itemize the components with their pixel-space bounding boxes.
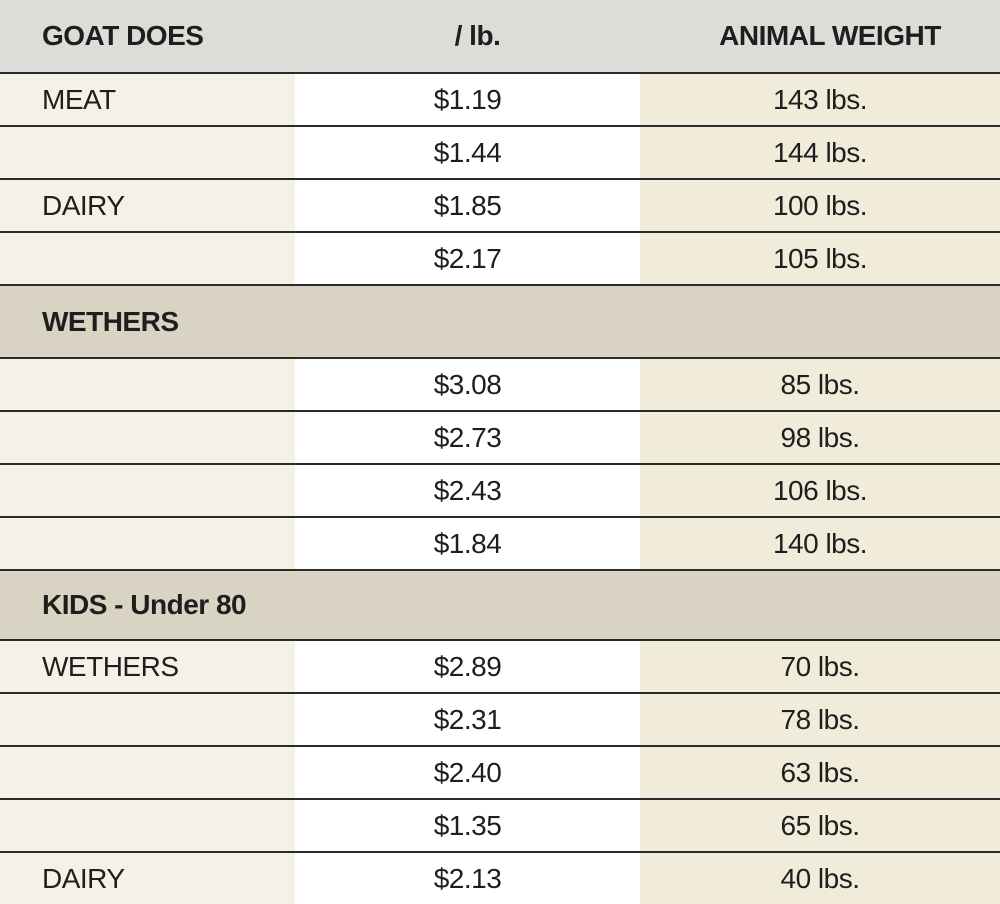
row-label: DAIRY bbox=[0, 852, 295, 904]
table-row: $1.35 65 lbs. bbox=[0, 799, 1000, 853]
section-title-wethers: WETHERS bbox=[0, 285, 1000, 359]
row-label: MEAT bbox=[0, 73, 295, 127]
table-row: WETHERS $2.89 70 lbs. bbox=[0, 640, 1000, 694]
row-price: $2.73 bbox=[295, 411, 640, 465]
row-price: $2.43 bbox=[295, 464, 640, 518]
row-label bbox=[0, 799, 295, 853]
row-weight: 100 lbs. bbox=[640, 179, 1000, 233]
row-label bbox=[0, 411, 295, 465]
header-price-per-lb: / lb. bbox=[295, 0, 640, 74]
row-label: DAIRY bbox=[0, 179, 295, 233]
row-price: $2.89 bbox=[295, 640, 640, 694]
table-row: $2.31 78 lbs. bbox=[0, 693, 1000, 747]
row-price: $1.19 bbox=[295, 73, 640, 127]
row-label bbox=[0, 126, 295, 180]
section-header-row: KIDS - Under 80 bbox=[0, 570, 1000, 641]
row-label: WETHERS bbox=[0, 640, 295, 694]
table-row: $1.44 144 lbs. bbox=[0, 126, 1000, 180]
header-animal-weight: ANIMAL WEIGHT bbox=[640, 0, 1000, 74]
row-label bbox=[0, 464, 295, 518]
header-row: GOAT DOES / lb. ANIMAL WEIGHT bbox=[0, 0, 1000, 74]
row-weight: 78 lbs. bbox=[640, 693, 1000, 747]
table-row: $3.08 85 lbs. bbox=[0, 358, 1000, 412]
row-weight: 144 lbs. bbox=[640, 126, 1000, 180]
row-weight: 40 lbs. bbox=[640, 852, 1000, 904]
header-goat-does: GOAT DOES bbox=[0, 0, 295, 74]
table-row: $2.43 106 lbs. bbox=[0, 464, 1000, 518]
row-label bbox=[0, 746, 295, 800]
table-row: MEAT $1.19 143 lbs. bbox=[0, 73, 1000, 127]
row-label bbox=[0, 517, 295, 571]
table-row: $1.84 140 lbs. bbox=[0, 517, 1000, 571]
section-header-row: WETHERS bbox=[0, 285, 1000, 359]
table-row: $2.73 98 lbs. bbox=[0, 411, 1000, 465]
row-price: $2.40 bbox=[295, 746, 640, 800]
row-label bbox=[0, 232, 295, 286]
row-weight: 140 lbs. bbox=[640, 517, 1000, 571]
row-label bbox=[0, 358, 295, 412]
row-weight: 85 lbs. bbox=[640, 358, 1000, 412]
row-weight: 106 lbs. bbox=[640, 464, 1000, 518]
row-price: $1.44 bbox=[295, 126, 640, 180]
row-weight: 105 lbs. bbox=[640, 232, 1000, 286]
row-label bbox=[0, 693, 295, 747]
row-weight: 143 lbs. bbox=[640, 73, 1000, 127]
table-row: $2.17 105 lbs. bbox=[0, 232, 1000, 286]
row-price: $2.17 bbox=[295, 232, 640, 286]
row-weight: 65 lbs. bbox=[640, 799, 1000, 853]
row-price: $1.85 bbox=[295, 179, 640, 233]
row-weight: 63 lbs. bbox=[640, 746, 1000, 800]
row-price: $2.31 bbox=[295, 693, 640, 747]
table-row: DAIRY $1.85 100 lbs. bbox=[0, 179, 1000, 233]
row-weight: 70 lbs. bbox=[640, 640, 1000, 694]
row-price: $1.35 bbox=[295, 799, 640, 853]
table-row: $2.40 63 lbs. bbox=[0, 746, 1000, 800]
row-price: $2.13 bbox=[295, 852, 640, 904]
row-price: $1.84 bbox=[295, 517, 640, 571]
row-price: $3.08 bbox=[295, 358, 640, 412]
section-title-kids: KIDS - Under 80 bbox=[0, 570, 1000, 641]
table-row: DAIRY $2.13 40 lbs. bbox=[0, 852, 1000, 904]
row-weight: 98 lbs. bbox=[640, 411, 1000, 465]
